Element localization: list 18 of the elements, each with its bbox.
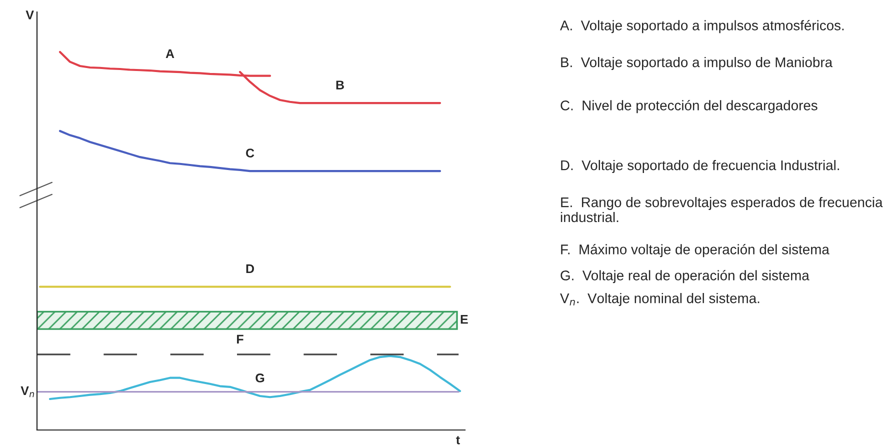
text: E. Rango de sobrevoltajes esperados de frecuencia industrial. bbox=[560, 197, 883, 222]
series-label: G bbox=[256, 374, 264, 382]
text: D. Voltaje soportado de frecuencia Industrial. bbox=[561, 160, 839, 173]
ref-line-label: V$_{n}$ bbox=[20, 386, 34, 398]
x-axis-title: t bbox=[456, 436, 460, 444]
series-label: C bbox=[246, 148, 254, 158]
text: B. Voltaje soportado a impulso de Maniobra bbox=[561, 57, 833, 70]
text: C. Nivel de protección del descargadores bbox=[560, 100, 818, 114]
y-axis-title: V bbox=[26, 10, 34, 20]
text: A. Voltaje soportado a impulsos atmosféricos. bbox=[560, 20, 844, 34]
series-label: D bbox=[246, 264, 254, 274]
ref-line-label: F bbox=[237, 334, 244, 344]
series-label: A bbox=[166, 49, 174, 58]
series-label: B bbox=[336, 80, 344, 90]
band-label: E bbox=[460, 315, 468, 324]
text: F. Máximo voltaje de operación del sistema bbox=[561, 244, 830, 258]
text: G. Voltaje real de operación del sistema bbox=[560, 270, 810, 284]
text: V$_{n}$. Voltaje nominal del sistema. bbox=[560, 293, 760, 306]
